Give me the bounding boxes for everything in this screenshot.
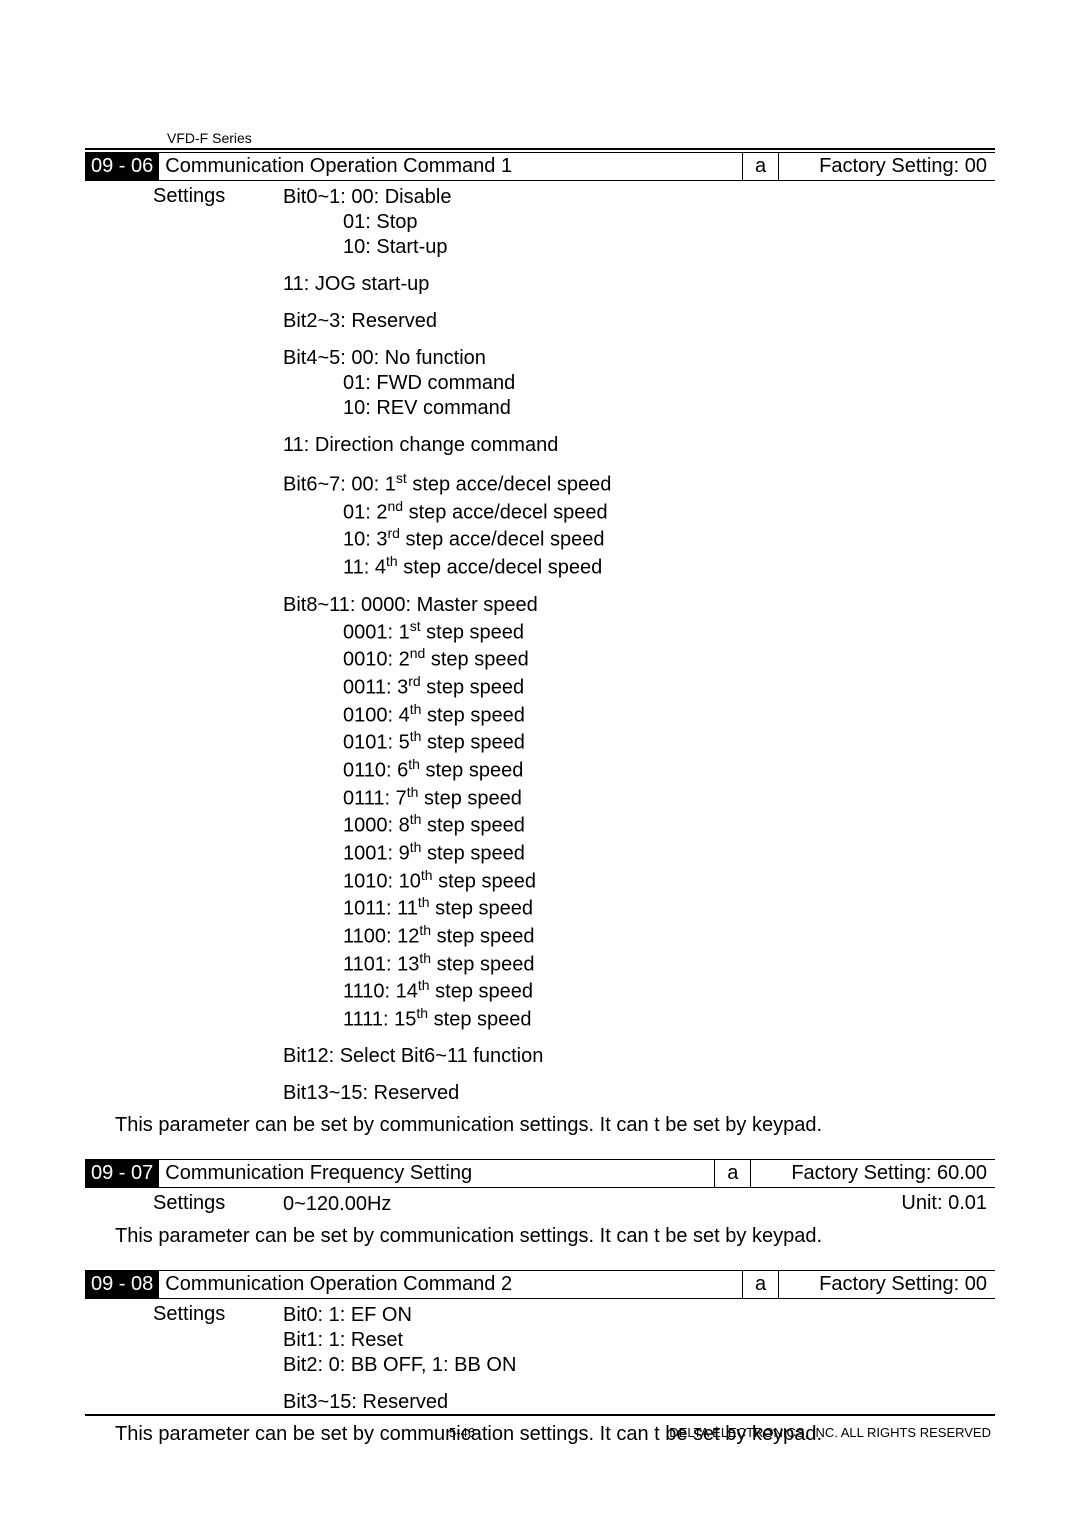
settings-line: 1001: 9th step speed (283, 839, 995, 867)
settings-group: Bit3~15: Reserved (283, 1390, 995, 1415)
settings-line: Bit1: 1: Reset (283, 1328, 995, 1353)
settings-line: 10: REV command (283, 396, 995, 421)
settings-line: 1011: 11th step speed (283, 894, 995, 922)
settings-line: 1110: 14th step speed (283, 977, 995, 1005)
settings-line: 11: Direction change command (283, 433, 995, 458)
settings-line: Bit2~3: Reserved (283, 309, 995, 334)
settings-line: 01: Stop (283, 210, 995, 235)
settings-line: 10: 3rd step acce/decel speed (283, 525, 995, 553)
settings-value: 0~120.00Hz (283, 1192, 901, 1217)
settings-row: SettingsBit0~1: 00: Disable01: Stop10: S… (85, 181, 995, 1108)
param-title: Communication Frequency Setting (159, 1160, 714, 1187)
settings-line: 11: 4th step acce/decel speed (283, 553, 995, 581)
param-code: 09 - 07 (85, 1160, 159, 1187)
settings-group: Bit12: Select Bit6~11 function (283, 1044, 995, 1069)
settings-line: 0101: 5th step speed (283, 728, 995, 756)
settings-line: Bit8~11: 0000: Master speed (283, 593, 995, 618)
page-number: 5-46 (449, 1425, 475, 1440)
settings-group: Bit0: 1: EF ONBit1: 1: ResetBit2: 0: BB … (283, 1303, 995, 1378)
settings-line: 1010: 10th step speed (283, 867, 995, 895)
param-a-cell: a (742, 153, 779, 180)
settings-line: 1000: 8th step speed (283, 811, 995, 839)
unit-label: Unit: 0.01 (901, 1192, 995, 1215)
param-factory-setting: Factory Setting: 00 (779, 1271, 995, 1298)
settings-group: Bit13~15: Reserved (283, 1081, 995, 1106)
settings-row: SettingsBit0: 1: EF ONBit1: 1: ResetBit2… (85, 1299, 995, 1417)
settings-line: 1111: 15th step speed (283, 1005, 995, 1033)
settings-line: 0110: 6th step speed (283, 756, 995, 784)
settings-group: Bit2~3: Reserved (283, 309, 995, 334)
settings-line: Bit2: 0: BB OFF, 1: BB ON (283, 1353, 995, 1378)
settings-line: Bit0~1: 00: Disable (283, 185, 995, 210)
footer-rule (85, 1414, 995, 1416)
settings-line: 0111: 7th step speed (283, 784, 995, 812)
footer-copyright: DELTA ELECTRONICS, INC. ALL RIGHTS RESER… (669, 1425, 991, 1440)
settings-body: Bit0: 1: EF ONBit1: 1: ResetBit2: 0: BB … (283, 1303, 995, 1415)
settings-line: 10: Start-up (283, 235, 995, 260)
settings-group: Bit4~5: 00: No function01: FWD command10… (283, 346, 995, 421)
settings-line: Bit4~5: 00: No function (283, 346, 995, 371)
settings-line: 0010: 2nd step speed (283, 645, 995, 673)
param-factory-setting: Factory Setting: 60.00 (751, 1160, 995, 1187)
settings-group: 11: JOG start-up (283, 272, 995, 297)
settings-label: Settings (85, 1303, 283, 1326)
settings-line: 1100: 12th step speed (283, 922, 995, 950)
settings-line: 0100: 4th step speed (283, 701, 995, 729)
param-a-cell: a (714, 1160, 751, 1187)
param-block: 09 - 06Communication Operation Command 1… (85, 152, 995, 1147)
top-rule (85, 148, 995, 150)
settings-line: 0001: 1st step speed (283, 618, 995, 646)
param-note: This parameter can be set by communicati… (85, 1219, 995, 1258)
param-header: 09 - 08Communication Operation Command 2… (85, 1270, 995, 1299)
settings-line: 01: FWD command (283, 371, 995, 396)
param-code: 09 - 06 (85, 153, 159, 180)
footer: 5-46 DELTA ELECTRONICS, INC. ALL RIGHTS … (85, 1425, 995, 1440)
settings-line: 11: JOG start-up (283, 272, 995, 297)
settings-group: Bit8~11: 0000: Master speed0001: 1st ste… (283, 593, 995, 1033)
settings-group: Bit6~7: 00: 1st step acce/decel speed01:… (283, 470, 995, 581)
settings-label: Settings (85, 185, 283, 208)
param-factory-setting: Factory Setting: 00 (779, 153, 995, 180)
settings-line: Bit3~15: Reserved (283, 1390, 995, 1415)
param-a-cell: a (742, 1271, 779, 1298)
params-container: 09 - 06Communication Operation Command 1… (85, 152, 995, 1456)
settings-label: Settings (85, 1192, 283, 1215)
param-code: 09 - 08 (85, 1271, 159, 1298)
settings-body: Bit0~1: 00: Disable01: Stop10: Start-up1… (283, 185, 995, 1106)
settings-group: Bit0~1: 00: Disable01: Stop10: Start-up (283, 185, 995, 260)
settings-line: Bit0: 1: EF ON (283, 1303, 995, 1328)
param-note: This parameter can be set by communicati… (85, 1108, 995, 1147)
settings-line: 0011: 3rd step speed (283, 673, 995, 701)
param-header: 09 - 07Communication Frequency SettingaF… (85, 1159, 995, 1188)
settings-group: 11: Direction change command (283, 433, 995, 458)
settings-row: Settings0~120.00HzUnit: 0.01 (85, 1188, 995, 1219)
settings-line: 1101: 13th step speed (283, 950, 995, 978)
settings-line: Bit12: Select Bit6~11 function (283, 1044, 995, 1069)
settings-line: 01: 2nd step acce/decel speed (283, 498, 995, 526)
param-block: 09 - 07Communication Frequency SettingaF… (85, 1159, 995, 1258)
series-label: VFD-F Series (167, 130, 995, 146)
settings-line: Bit6~7: 00: 1st step acce/decel speed (283, 470, 995, 498)
param-title: Communication Operation Command 2 (159, 1271, 742, 1298)
settings-line: Bit13~15: Reserved (283, 1081, 995, 1106)
param-header: 09 - 06Communication Operation Command 1… (85, 152, 995, 181)
param-title: Communication Operation Command 1 (159, 153, 742, 180)
